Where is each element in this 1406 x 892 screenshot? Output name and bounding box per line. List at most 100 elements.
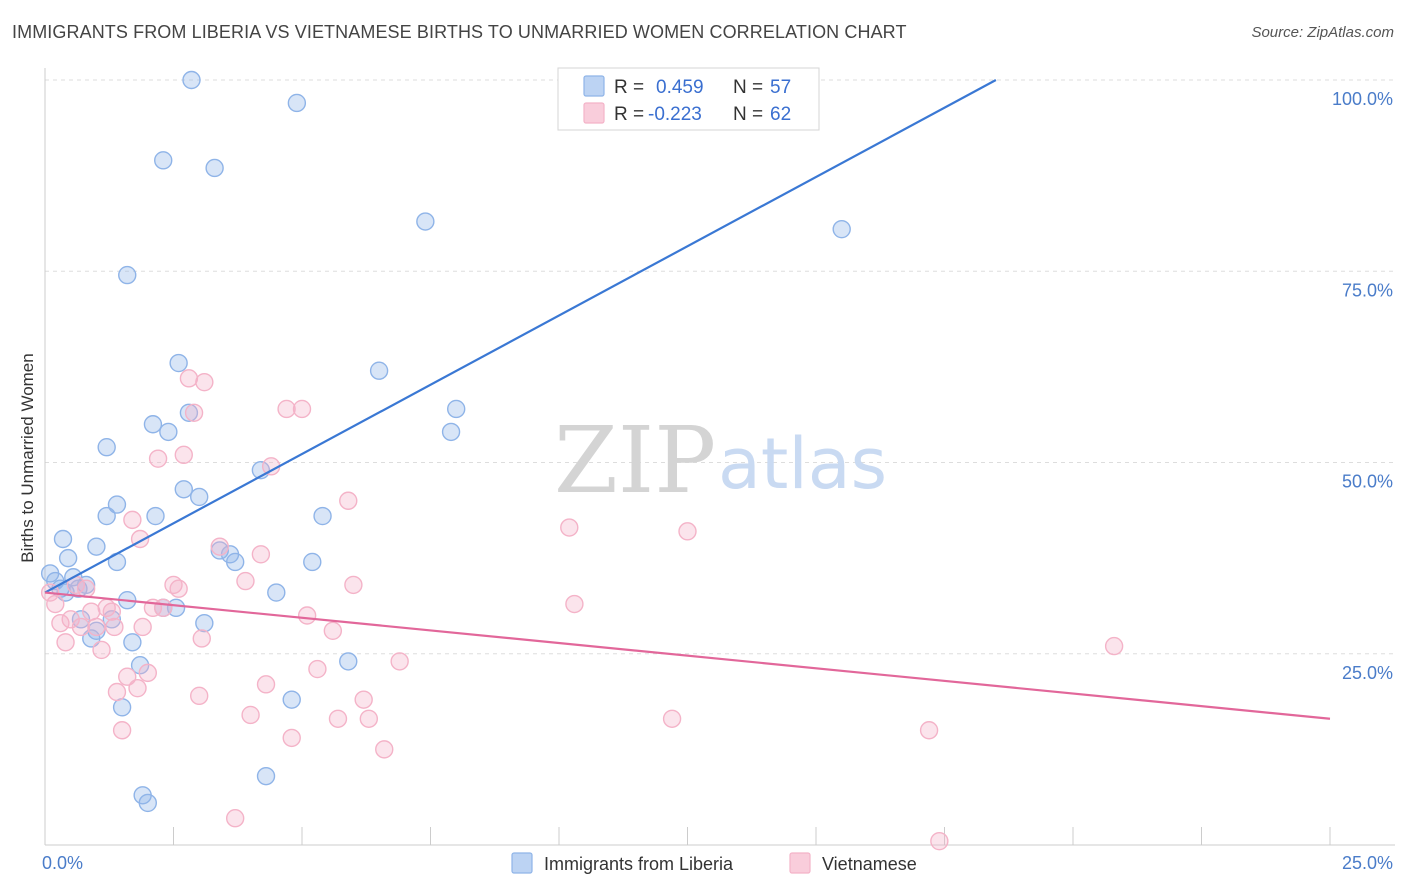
- y-tick-label-2: 75.0%: [1342, 280, 1393, 300]
- watermark-atlas: atlas: [718, 423, 887, 505]
- data-point-0-45: [287, 93, 307, 113]
- data-point-1-9: [87, 617, 106, 637]
- legend-series-name-liberia: Immigrants from Liberia: [544, 854, 734, 874]
- data-point-0-52: [447, 399, 466, 419]
- data-point-1-24: [154, 598, 173, 618]
- chart-title: IMMIGRANTS FROM LIBERIA VS VIETNAMESE BI…: [12, 22, 907, 42]
- data-point-1-46: [328, 709, 348, 728]
- watermark-zip: ZIP: [554, 407, 716, 514]
- data-point-1-6: [71, 617, 91, 637]
- data-point-0-44: [282, 690, 301, 709]
- legend-r-label-liberia: R =: [614, 77, 644, 98]
- data-point-0-35: [189, 487, 209, 507]
- data-point-0-47: [313, 506, 332, 526]
- legend-swatch-series-liberia: [511, 852, 533, 874]
- data-point-0-10: [87, 537, 106, 556]
- data-point-0-54: [832, 219, 851, 239]
- data-point-1-12: [102, 602, 122, 621]
- series-points-1: [40, 369, 1124, 851]
- data-point-0-4: [53, 529, 73, 549]
- y-tick-label-3: 100.0%: [1332, 89, 1393, 109]
- data-point-1-57: [919, 721, 939, 740]
- y-axis-label: Births to Unmarried Women: [18, 353, 37, 562]
- data-point-0-34: [182, 70, 201, 90]
- data-point-1-50: [354, 690, 373, 709]
- data-point-0-18: [118, 265, 137, 285]
- data-point-1-33: [210, 537, 229, 556]
- data-point-0-28: [159, 422, 178, 442]
- data-point-0-30: [166, 598, 186, 618]
- data-point-0-5: [58, 548, 78, 568]
- data-point-1-34: [225, 809, 245, 828]
- data-point-1-10: [92, 640, 111, 660]
- data-point-0-21: [112, 698, 132, 717]
- data-point-1-37: [251, 545, 271, 564]
- legend-n-value-vietnamese: 62: [770, 104, 791, 125]
- data-point-0-16: [107, 495, 127, 514]
- data-point-1-36: [241, 705, 260, 725]
- data-point-1-14: [107, 682, 127, 702]
- x-tick-label-1: 25.0%: [1342, 853, 1393, 873]
- data-point-1-38: [256, 675, 276, 694]
- legend-n-label-liberia: N =: [733, 77, 763, 98]
- legend-swatch-vietnamese: [583, 102, 605, 124]
- data-point-0-33: [179, 403, 199, 422]
- y-tick-label-1: 50.0%: [1342, 472, 1393, 492]
- data-point-1-3: [56, 633, 75, 652]
- data-point-1-32: [195, 372, 214, 392]
- data-point-1-47: [339, 491, 358, 510]
- trend-lines: [44, 79, 1331, 720]
- data-point-0-31: [169, 353, 188, 373]
- trend-line-0: [44, 79, 997, 594]
- data-point-0-36: [195, 613, 214, 633]
- axes: [44, 68, 1395, 846]
- data-point-1-2: [51, 613, 70, 633]
- data-point-1-56: [678, 522, 697, 541]
- data-point-1-7: [76, 579, 96, 598]
- data-point-0-20: [123, 633, 142, 652]
- correlation-legend: R = 0.459 N = 57 R = -0.223 N = 62: [557, 67, 820, 131]
- data-point-1-41: [282, 728, 301, 748]
- data-point-1-54: [565, 594, 584, 614]
- data-point-1-26: [169, 579, 188, 598]
- data-point-1-20: [133, 617, 152, 637]
- data-point-1-18: [128, 678, 147, 698]
- data-point-1-42: [292, 399, 312, 419]
- legend-r-value-vietnamese: -0.223: [648, 104, 702, 125]
- data-point-1-8: [82, 602, 101, 621]
- data-point-1-45: [323, 621, 343, 640]
- data-point-0-32: [174, 480, 193, 499]
- data-point-0-50: [416, 212, 435, 231]
- data-point-1-58: [930, 831, 949, 851]
- data-point-1-52: [390, 652, 409, 671]
- data-point-0-27: [154, 151, 173, 170]
- data-point-0-51: [441, 422, 461, 442]
- data-point-1-23: [148, 449, 168, 468]
- data-point-1-43: [297, 606, 317, 625]
- x-tick-labels: 0.0% 25.0%: [42, 853, 1393, 873]
- data-points: [40, 70, 1124, 851]
- data-point-0-13: [97, 438, 116, 457]
- gridlines: [45, 79, 1395, 655]
- data-point-0-25: [143, 415, 163, 434]
- trend-line-1: [44, 591, 1331, 720]
- data-point-1-16: [118, 667, 137, 686]
- data-point-1-28: [179, 369, 199, 388]
- data-point-1-49: [359, 709, 379, 728]
- legend-n-label-vietnamese: N =: [733, 104, 763, 125]
- data-point-1-13: [105, 617, 124, 637]
- data-point-0-22: [130, 656, 150, 675]
- y-tick-label-0: 25.0%: [1342, 663, 1393, 683]
- data-point-0-40: [225, 552, 245, 572]
- legend-swatch-series-vietnamese: [789, 852, 811, 874]
- data-point-0-43: [267, 583, 286, 602]
- data-point-0-26: [146, 506, 165, 526]
- data-point-0-49: [369, 361, 389, 380]
- y-tick-labels: 25.0% 50.0% 75.0% 100.0%: [1332, 89, 1393, 683]
- data-point-0-46: [303, 552, 322, 572]
- data-point-0-37: [205, 158, 224, 178]
- data-point-0-24: [138, 793, 158, 813]
- legend-r-value-liberia: 0.459: [656, 77, 704, 98]
- data-point-1-48: [344, 575, 363, 595]
